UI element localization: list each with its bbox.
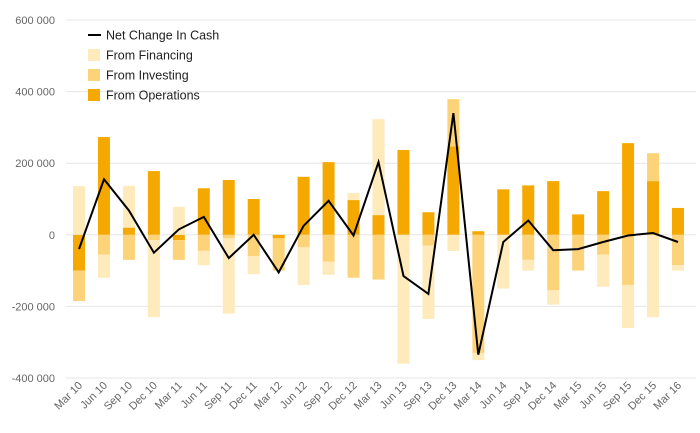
bar-from-investing — [597, 234, 610, 255]
legend-label: From Investing — [106, 69, 189, 83]
y-tick-label: -400 000 — [12, 373, 55, 385]
bar-from-operations — [547, 181, 560, 235]
legend-color-swatch — [88, 49, 100, 61]
legend: Net Change In Cash From Financing From Inv… — [88, 29, 219, 103]
x-tick-label: Dec 10 — [127, 380, 160, 413]
bar-from-operations — [522, 185, 535, 235]
legend-color-swatch — [88, 89, 100, 101]
bar-from-financing — [672, 265, 684, 271]
bar-from-financing — [322, 261, 335, 275]
y-tick-label: 400 000 — [15, 87, 55, 99]
bar-from-financing — [73, 186, 85, 235]
bar-from-investing — [73, 270, 85, 302]
bar-from-investing — [322, 234, 335, 262]
bar-from-operations — [172, 234, 185, 241]
legend-color-swatch — [88, 69, 100, 81]
legend-label: Net Change In Cash — [106, 29, 219, 43]
y-tick-label: 200 000 — [15, 158, 55, 170]
bar-from-financing — [122, 185, 135, 228]
bar-from-investing — [122, 234, 135, 260]
x-tick-label: Mar 14 — [452, 380, 485, 413]
bar-from-operations — [647, 181, 660, 235]
bar-from-operations — [147, 171, 160, 235]
bar-from-financing — [447, 234, 460, 251]
bar-from-financing — [372, 119, 385, 216]
bar-from-investing — [172, 240, 185, 260]
bar-from-investing — [147, 234, 160, 241]
net-change-line — [78, 112, 679, 355]
bar-from-operations — [397, 149, 410, 235]
bar-from-investing — [572, 234, 585, 271]
x-tick-label: Mar 11 — [153, 380, 185, 412]
bar-from-investing — [272, 238, 285, 271]
x-tick-label: Mar 16 — [651, 380, 684, 413]
bar-from-investing — [297, 234, 310, 248]
bar-from-financing — [297, 247, 310, 285]
bar-from-investing — [197, 234, 210, 251]
bar-from-investing — [647, 153, 660, 182]
bar-from-operations — [497, 189, 510, 235]
bar-from-financing — [147, 240, 160, 318]
legend-label: From Operations — [106, 89, 200, 103]
bar-from-operations — [422, 212, 435, 235]
x-tick-label: Mar 10 — [52, 380, 85, 413]
bar-from-investing — [622, 234, 635, 285]
bar-from-operations — [472, 231, 485, 235]
bar-from-investing — [222, 234, 235, 239]
bar-from-financing — [597, 254, 610, 287]
bar-from-investing — [372, 234, 385, 280]
bar-from-operations — [597, 191, 610, 235]
net-change-line-layer — [78, 112, 679, 355]
bar-from-investing — [522, 234, 535, 260]
bar-from-financing — [522, 259, 535, 271]
bar-from-financing — [622, 284, 635, 328]
bar-from-financing — [97, 254, 110, 278]
bar-from-operations — [372, 215, 385, 235]
y-tick-label: 600 000 — [15, 15, 55, 27]
bar-from-operations — [97, 137, 110, 235]
bar-from-investing — [547, 234, 560, 291]
y-tick-label: 0 — [49, 230, 55, 242]
bar-from-investing — [247, 234, 260, 257]
bar-from-operations — [197, 188, 210, 235]
bar-from-financing — [547, 290, 560, 305]
bar-from-operations — [297, 176, 310, 235]
bar-from-financing — [497, 234, 510, 289]
legend-label: From Financing — [106, 49, 193, 63]
x-tick-label: Mar 12 — [252, 380, 285, 413]
bar-from-financing — [222, 238, 235, 314]
bar-from-operations — [447, 146, 460, 235]
bar-from-investing — [672, 234, 684, 266]
bar-from-operations — [672, 207, 684, 235]
bar-from-investing — [97, 234, 110, 255]
bar-from-operations — [222, 180, 235, 235]
x-tick-label: Mar 13 — [352, 380, 385, 413]
bar-from-operations — [322, 162, 335, 235]
bar-layer — [73, 99, 684, 364]
bar-from-financing — [397, 234, 410, 364]
bar-from-financing — [472, 352, 485, 361]
bar-from-operations — [572, 214, 585, 235]
bar-from-investing — [347, 234, 360, 278]
bar-from-financing — [197, 250, 210, 266]
bar-from-financing — [422, 245, 435, 319]
x-tick-label: Mar 15 — [552, 380, 585, 413]
bar-from-operations — [247, 199, 260, 235]
bar-from-financing — [247, 256, 260, 275]
bar-from-financing — [647, 234, 660, 318]
bar-from-operations — [122, 227, 135, 235]
bar-from-operations — [73, 234, 85, 271]
bar-from-operations — [622, 143, 635, 235]
bar-from-operations — [272, 234, 285, 239]
y-tick-label: -200 000 — [12, 301, 55, 313]
bar-from-investing — [422, 234, 435, 246]
y-axis-ticks: 600 000 400 000 200 000 0 -200 000 -400 000 — [12, 15, 55, 385]
bar-from-financing — [347, 192, 360, 201]
